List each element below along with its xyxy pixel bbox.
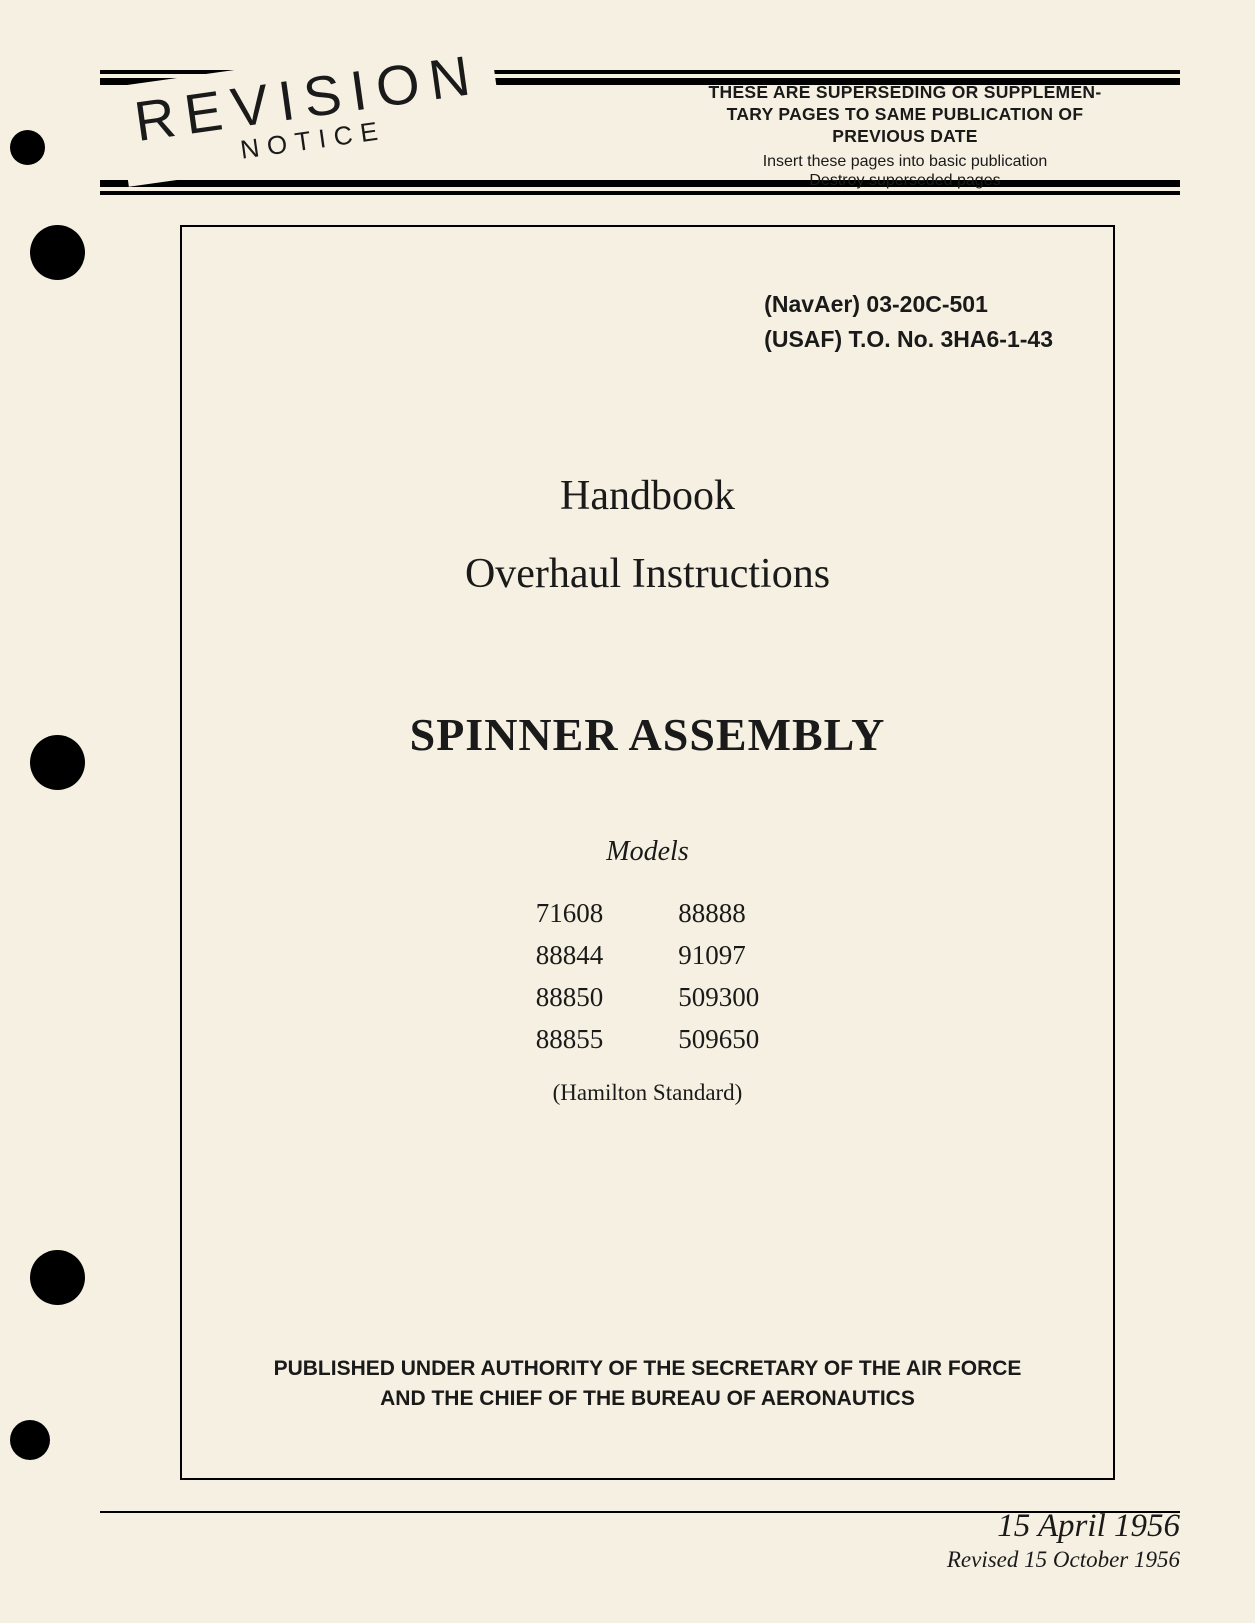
handbook-title-block: Handbook Overhaul Instructions (232, 472, 1063, 598)
title-handbook: Handbook (232, 472, 1063, 520)
banner-heading-line: TARY PAGES TO SAME PUBLICATION OF (727, 104, 1084, 124)
models-label: Models (232, 836, 1063, 868)
punch-hole (10, 130, 45, 165)
model-number: 88855 (536, 1019, 604, 1061)
model-number: 71608 (536, 893, 604, 935)
models-column-1: 71608 88844 88850 88855 (536, 893, 604, 1060)
punch-hole (30, 225, 85, 280)
model-number: 509650 (678, 1019, 759, 1061)
model-number: 509300 (678, 977, 759, 1019)
authority-statement: PUBLISHED UNDER AUTHORITY OF THE SECRETA… (182, 1354, 1113, 1413)
date-block: 15 April 1956 Revised 15 October 1956 (947, 1508, 1180, 1573)
document-references: (NavAer) 03-20C-501 (USAF) T.O. No. 3HA6… (764, 287, 1053, 356)
main-title: SPINNER ASSEMBLY (232, 708, 1063, 761)
title-overhaul: Overhaul Instructions (232, 550, 1063, 598)
model-number: 88888 (678, 893, 759, 935)
manufacturer-name: (Hamilton Standard) (232, 1080, 1063, 1106)
model-number: 88850 (536, 977, 604, 1019)
doc-ref-navaer: (NavAer) 03-20C-501 (764, 287, 1053, 322)
content-frame: (NavAer) 03-20C-501 (USAF) T.O. No. 3HA6… (180, 225, 1115, 1480)
models-section: Models 71608 88844 88850 88855 88888 910… (232, 836, 1063, 1106)
revision-label-wrapper: REVISION NOTICE (115, 34, 503, 187)
punch-hole (30, 735, 85, 790)
date-original: 15 April 1956 (947, 1508, 1180, 1545)
banner-instructions: THESE ARE SUPERSEDING OR SUPPLEMEN- TARY… (640, 82, 1170, 190)
banner-sub-line: Destroy superseded pages (809, 172, 1000, 189)
authority-line: PUBLISHED UNDER AUTHORITY OF THE SECRETA… (274, 1357, 1022, 1380)
models-grid: 71608 88844 88850 88855 88888 91097 5093… (232, 893, 1063, 1060)
banner-heading-line: THESE ARE SUPERSEDING OR SUPPLEMEN- (709, 82, 1102, 102)
banner-subtext: Insert these pages into basic publicatio… (640, 152, 1170, 190)
model-number: 88844 (536, 935, 604, 977)
revision-banner: REVISION NOTICE THESE ARE SUPERSEDING OR… (100, 70, 1180, 195)
authority-line: AND THE CHIEF OF THE BUREAU OF AERONAUTI… (380, 1387, 915, 1410)
banner-sub-line: Insert these pages into basic publicatio… (763, 153, 1048, 170)
banner-heading-line: PREVIOUS DATE (832, 126, 978, 146)
punch-hole (30, 1250, 85, 1305)
punch-hole (10, 1420, 50, 1460)
model-number: 91097 (678, 935, 759, 977)
banner-heading: THESE ARE SUPERSEDING OR SUPPLEMEN- TARY… (640, 82, 1170, 148)
document-page: REVISION NOTICE THESE ARE SUPERSEDING OR… (0, 0, 1255, 1623)
models-column-2: 88888 91097 509300 509650 (678, 893, 759, 1060)
doc-ref-usaf: (USAF) T.O. No. 3HA6-1-43 (764, 322, 1053, 357)
date-revised: Revised 15 October 1956 (947, 1547, 1180, 1573)
